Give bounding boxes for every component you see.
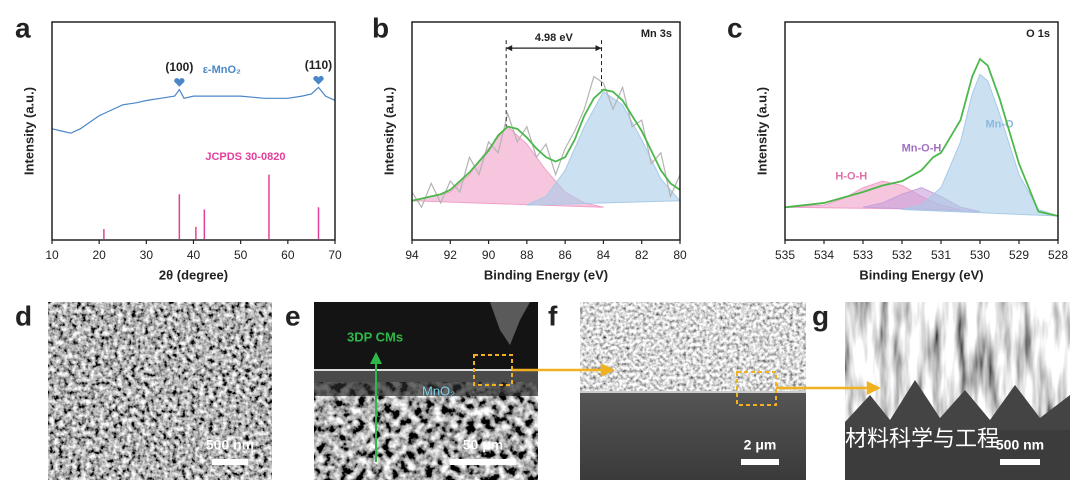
x-tick-label: 82: [635, 248, 649, 262]
x-tick-label: 80: [673, 248, 687, 262]
x-tick-label: 92: [444, 248, 458, 262]
watermark: 材料科学与工程: [845, 426, 999, 451]
x-tick-label: 40: [187, 248, 201, 262]
panel-letter: e: [285, 300, 301, 331]
sem-image: [314, 302, 538, 480]
watermark-icon: [813, 427, 839, 453]
annotation: (110): [305, 58, 332, 72]
scale-bar-label: 500 nm: [996, 437, 1044, 453]
panel-letter: a: [15, 12, 31, 43]
layer-label: MnO₂: [422, 383, 455, 398]
panel-letter: f: [548, 300, 558, 331]
scale-bar-label: 500 nm: [206, 437, 254, 453]
curve: [784, 57, 1059, 217]
series-label: ε-MnO₂: [203, 64, 241, 76]
scale-bar-label: 50 μm: [463, 437, 503, 453]
x-tick-label: 60: [281, 248, 295, 262]
chart-label: Mn 3s: [641, 28, 672, 40]
x-tick-label: 90: [482, 248, 496, 262]
curve: [51, 86, 336, 134]
connector: [512, 362, 881, 396]
peak-area: [901, 73, 1059, 217]
curve: [411, 75, 681, 209]
x-tick-label: 530: [970, 248, 990, 262]
x-tick-label: 30: [140, 248, 154, 262]
x-tick-label: 88: [520, 248, 534, 262]
plot-frame: [51, 21, 336, 241]
zoom-box: [736, 371, 777, 406]
layer-label: 3DP CMs: [347, 329, 403, 344]
peak-marker: [313, 75, 324, 85]
scale-bar: [741, 459, 779, 465]
peak-marker: [174, 78, 185, 87]
panel-letter: c: [727, 12, 743, 43]
x-tick-label: 10: [45, 248, 59, 262]
plot-frame: [784, 21, 1059, 241]
span-label: 4.98 eV: [535, 32, 574, 44]
y-axis-label: Intensity (a.u.): [381, 87, 396, 175]
annotation: (100): [165, 60, 193, 74]
x-axis-label: 2θ (degree): [159, 267, 228, 282]
scale-bar: [1000, 459, 1040, 465]
peak-area: [526, 91, 682, 206]
scale-bar: [212, 459, 248, 465]
x-tick-label: 531: [931, 248, 951, 262]
y-axis-label: Intensity (a.u.): [21, 87, 36, 175]
sem-image: [48, 302, 272, 480]
scale-bar: [450, 459, 516, 465]
charts: a ε-MnO₂ JCPDS 30-0820 (100) (110) 10 20 30 40 50…: [15, 12, 1068, 282]
x-tick-label: 20: [92, 248, 106, 262]
y-axis-label: Intensity (a.u.): [754, 87, 769, 175]
x-tick-label: 532: [892, 248, 912, 262]
x-tick-label: 528: [1048, 248, 1068, 262]
x-axis-label: Binding Energy (eV): [859, 267, 983, 282]
scale-bar-label: 2 μm: [744, 437, 777, 453]
panel-letter: g: [812, 300, 829, 331]
chart-label: O 1s: [1026, 28, 1050, 40]
curve: [411, 88, 681, 202]
x-tick-label: 535: [775, 248, 795, 262]
series-label: Mn-O-H: [902, 142, 942, 154]
series-label: H-O-H: [835, 171, 867, 183]
panel-letter: b: [372, 12, 389, 43]
x-tick-label: 529: [1009, 248, 1029, 262]
sem-image: [580, 302, 806, 480]
series-label: JCPDS 30-0820: [205, 151, 285, 163]
sem-image: [845, 302, 1070, 480]
panel-letter: d: [15, 300, 32, 331]
x-tick-label: 70: [328, 248, 342, 262]
series-label: Mn-O: [985, 118, 1014, 130]
x-tick-label: 84: [597, 248, 611, 262]
x-tick-label: 534: [814, 248, 834, 262]
plot-frame: [411, 21, 681, 241]
x-tick-label: 533: [853, 248, 873, 262]
arrow-head: [370, 352, 382, 364]
x-tick-label: 94: [405, 248, 419, 262]
x-tick-label: 86: [558, 248, 572, 262]
x-tick-label: 50: [234, 248, 248, 262]
x-axis-label: Binding Energy (eV): [484, 267, 608, 282]
